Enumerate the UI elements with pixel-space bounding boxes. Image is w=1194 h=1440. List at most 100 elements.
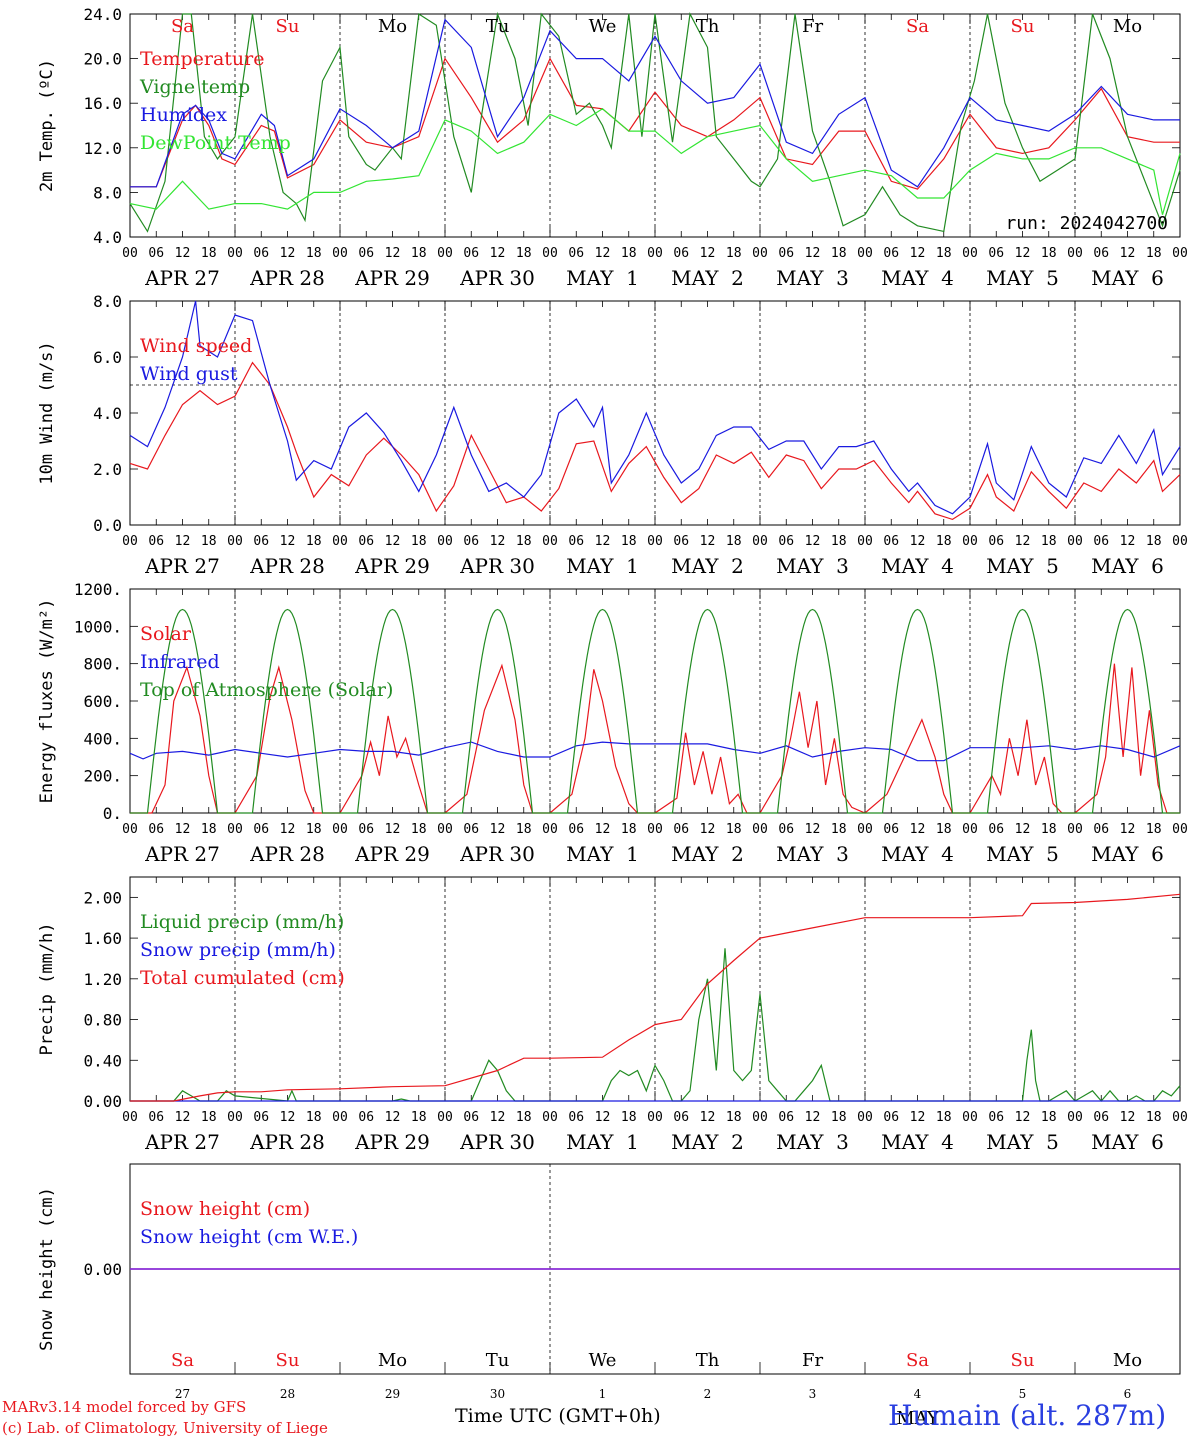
y-tick-label: 600.	[83, 692, 122, 711]
x-hour-label: 12	[1120, 822, 1136, 837]
x-hour-label: 00	[962, 1110, 978, 1125]
x-hour-label: 00	[1067, 534, 1083, 549]
x-hour-label: 00	[1172, 534, 1188, 549]
x-date-label: MAY 2	[671, 1130, 744, 1154]
y-tick-label: 8.0	[93, 292, 122, 311]
legend-entry: Total cumulated (cm)	[140, 967, 345, 989]
legend-entry: Solar	[140, 623, 192, 645]
weekday-label: We	[589, 1350, 617, 1371]
x-hour-label: 06	[148, 822, 164, 837]
x-hour-label: 06	[463, 246, 479, 261]
x-date-label: MAY 5	[986, 842, 1059, 866]
weekday-label: Mo	[1113, 1350, 1142, 1371]
weekday-label: Su	[1011, 16, 1035, 37]
y-axis-title: Precip (mm/h)	[37, 922, 57, 1055]
x-hour-label: 12	[385, 1110, 401, 1125]
x-hour-label: 00	[332, 1110, 348, 1125]
x-hour-label: 06	[883, 246, 899, 261]
x-hour-label: 18	[516, 822, 532, 837]
x-date-label: APR 27	[144, 1130, 220, 1154]
x-hour-label: 18	[831, 534, 847, 549]
x-hour-label: 18	[726, 1110, 742, 1125]
y-axis-title: 10m Wind (m/s)	[37, 341, 57, 484]
weekday-label: Th	[696, 16, 720, 37]
x-date-label: MAY 6	[1091, 266, 1164, 290]
station-name: Humain (alt. 287m)	[888, 1399, 1167, 1432]
x-date-label: APR 27	[144, 554, 220, 578]
x-hour-label: 00	[122, 534, 138, 549]
x-hour-label: 18	[306, 822, 322, 837]
legend-entry: DewPoint Temp	[140, 132, 291, 154]
x-date-label: MAY 4	[881, 554, 954, 578]
x-date-label: APR 27	[144, 266, 220, 290]
x-hour-label: 18	[831, 246, 847, 261]
x-hour-label: 18	[726, 822, 742, 837]
x-hour-label: 00	[647, 246, 663, 261]
x-hour-label: 18	[201, 822, 217, 837]
credit-lab: (c) Lab. of Climatology, University of L…	[2, 1419, 328, 1437]
x-hour-label: 06	[988, 246, 1004, 261]
x-date-label: APR 29	[354, 842, 430, 866]
x-date-label: MAY 4	[881, 1130, 954, 1154]
x-hour-label: 06	[148, 1110, 164, 1125]
x-hour-label: 18	[411, 246, 427, 261]
x-hour-label: 18	[831, 1110, 847, 1125]
x-hour-label: 12	[1120, 1110, 1136, 1125]
x-hour-label: 00	[122, 1110, 138, 1125]
x-hour-label: 12	[1120, 534, 1136, 549]
y-tick-label: 2.0	[93, 460, 122, 479]
series-line-1	[129, 361, 1181, 521]
y-tick-label: 1.60	[83, 929, 122, 948]
x-hour-label: 12	[175, 534, 191, 549]
weekday-label: Fr	[802, 1350, 823, 1371]
x-date-label: MAY 4	[881, 266, 954, 290]
day-number-label: 1	[599, 1387, 607, 1401]
month-label: MAY	[896, 1408, 940, 1429]
x-hour-label: 12	[1015, 1110, 1031, 1125]
series-line-3	[130, 18, 1180, 188]
x-hour-label: 06	[253, 534, 269, 549]
x-hour-label: 06	[988, 534, 1004, 549]
x-hour-label: 12	[490, 246, 506, 261]
series-line-2	[129, 741, 1181, 762]
x-hour-label: 12	[175, 822, 191, 837]
x-hour-label: 00	[122, 822, 138, 837]
series-line-1	[130, 948, 1181, 1102]
x-hour-label: 12	[280, 1110, 296, 1125]
y-axis-title: Snow height (cm)	[37, 1187, 57, 1351]
x-hour-label: 18	[621, 246, 637, 261]
x-hour-label: 00	[227, 822, 243, 837]
x-hour-label: 18	[201, 1110, 217, 1125]
x-hour-label: 06	[883, 1110, 899, 1125]
y-tick-label: 12.0	[83, 139, 122, 158]
x-hour-label: 06	[673, 246, 689, 261]
x-hour-label: 06	[148, 246, 164, 261]
x-hour-label: 18	[1041, 246, 1057, 261]
x-hour-label: 00	[857, 534, 873, 549]
legend-entry: Liquid precip (mm/h)	[140, 911, 344, 933]
x-date-label: APR 27	[144, 842, 220, 866]
day-number-label: 6	[1124, 1387, 1132, 1401]
y-tick-label: 800.	[83, 655, 122, 674]
x-hour-label: 12	[910, 1110, 926, 1125]
legend-entry: Vigne temp	[139, 76, 250, 98]
run-label: run: 2024042700	[1005, 213, 1168, 234]
x-date-label: APR 30	[459, 554, 535, 578]
x-hour-label: 00	[1067, 822, 1083, 837]
weekday-label: Su	[276, 1350, 300, 1371]
x-hour-label: 06	[673, 534, 689, 549]
y-tick-label: 24.0	[83, 5, 122, 24]
x-hour-label: 12	[385, 534, 401, 549]
x-hour-label: 00	[542, 822, 558, 837]
x-hour-label: 18	[1146, 246, 1162, 261]
x-hour-label: 06	[358, 534, 374, 549]
series-line-2	[129, 300, 1181, 515]
day-number-label: 4	[914, 1387, 922, 1401]
legend-entry: Wind speed	[140, 335, 252, 357]
x-date-label: MAY 1	[566, 554, 639, 578]
legend-entry: Wind gust	[140, 363, 238, 385]
x-hour-label: 00	[857, 246, 873, 261]
x-hour-label: 06	[673, 822, 689, 837]
x-hour-label: 18	[201, 246, 217, 261]
x-date-label: MAY 5	[986, 1130, 1059, 1154]
